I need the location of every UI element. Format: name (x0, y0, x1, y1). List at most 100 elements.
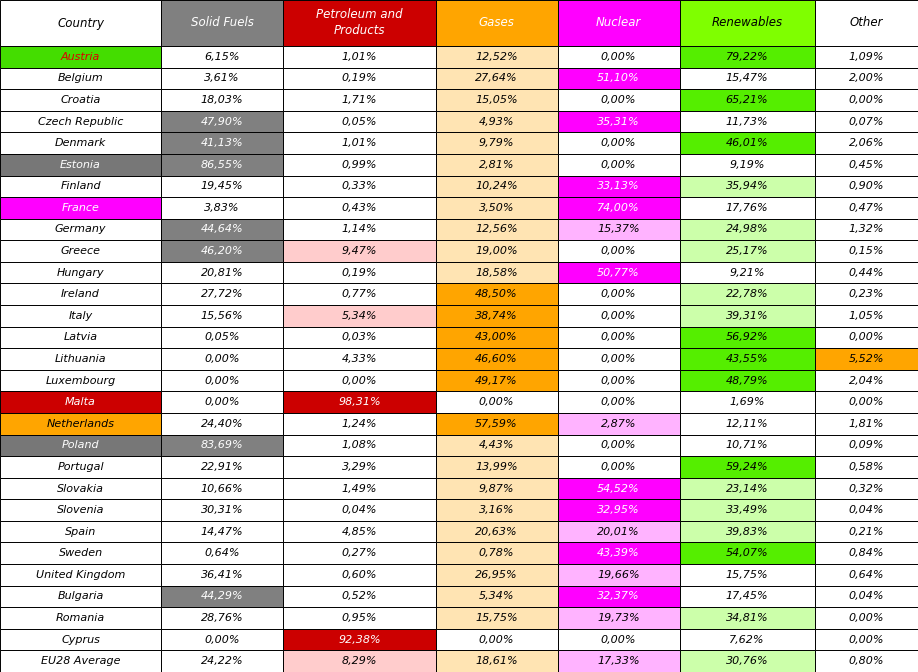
Bar (283, 0, 435, 46)
Text: 1,69%: 1,69% (729, 397, 765, 407)
Text: 0,15%: 0,15% (848, 246, 884, 256)
Bar (679, 650, 814, 672)
Bar (557, 413, 679, 435)
Bar (283, 197, 435, 218)
Text: 3,83%: 3,83% (205, 203, 240, 213)
Text: 1,24%: 1,24% (341, 419, 377, 429)
Text: 10,24%: 10,24% (476, 181, 518, 192)
Bar (162, 197, 283, 218)
Bar (679, 46, 814, 68)
Text: 19,00%: 19,00% (476, 246, 518, 256)
Bar (162, 348, 283, 370)
Text: Nuclear: Nuclear (596, 17, 641, 30)
Text: 43,00%: 43,00% (476, 333, 518, 343)
Text: 2,04%: 2,04% (848, 376, 884, 386)
Text: 32,95%: 32,95% (598, 505, 640, 515)
Text: 20,63%: 20,63% (476, 527, 518, 537)
Bar (814, 564, 918, 586)
Bar (814, 391, 918, 413)
Bar (283, 456, 435, 478)
Bar (814, 413, 918, 435)
Text: 1,71%: 1,71% (341, 95, 377, 105)
Bar (557, 542, 679, 564)
Text: 6,15%: 6,15% (205, 52, 240, 62)
Text: 0,00%: 0,00% (341, 376, 377, 386)
Text: 0,19%: 0,19% (341, 267, 377, 278)
Text: 44,64%: 44,64% (201, 224, 243, 235)
Bar (679, 435, 814, 456)
Bar (557, 521, 679, 542)
Text: 22,91%: 22,91% (201, 462, 243, 472)
Bar (679, 197, 814, 218)
Bar (162, 456, 283, 478)
Text: 15,05%: 15,05% (476, 95, 518, 105)
Text: Malta: Malta (65, 397, 96, 407)
Bar (679, 607, 814, 629)
Text: Solid Fuels: Solid Fuels (191, 17, 253, 30)
Text: 54,07%: 54,07% (726, 548, 768, 558)
Text: 0,09%: 0,09% (848, 440, 884, 450)
Bar (283, 564, 435, 586)
Bar (283, 435, 435, 456)
Text: 0,00%: 0,00% (848, 397, 884, 407)
Bar (283, 413, 435, 435)
Bar (283, 650, 435, 672)
Text: 35,94%: 35,94% (726, 181, 768, 192)
Bar (814, 68, 918, 89)
Text: 54,52%: 54,52% (598, 484, 640, 493)
Bar (557, 46, 679, 68)
Bar (435, 175, 557, 197)
Text: 8,29%: 8,29% (341, 656, 377, 666)
Bar (557, 175, 679, 197)
Bar (0, 154, 162, 175)
Text: Spain: Spain (65, 527, 96, 537)
Bar (162, 218, 283, 241)
Bar (679, 262, 814, 284)
Bar (814, 327, 918, 348)
Text: 0,00%: 0,00% (479, 634, 514, 644)
Bar (814, 175, 918, 197)
Text: 0,77%: 0,77% (341, 289, 377, 299)
Text: 30,76%: 30,76% (726, 656, 768, 666)
Text: 41,13%: 41,13% (201, 138, 243, 148)
Bar (162, 564, 283, 586)
Text: Lithuania: Lithuania (55, 354, 106, 364)
Bar (283, 89, 435, 111)
Text: 12,52%: 12,52% (476, 52, 518, 62)
Bar (557, 218, 679, 241)
Bar (435, 586, 557, 607)
Text: 0,03%: 0,03% (341, 333, 377, 343)
Text: 1,01%: 1,01% (341, 52, 377, 62)
Bar (435, 607, 557, 629)
Bar (679, 370, 814, 391)
Text: 27,72%: 27,72% (201, 289, 243, 299)
Bar (557, 327, 679, 348)
Text: 22,78%: 22,78% (726, 289, 768, 299)
Bar (0, 413, 162, 435)
Bar (283, 327, 435, 348)
Text: 39,83%: 39,83% (726, 527, 768, 537)
Bar (679, 132, 814, 154)
Bar (814, 154, 918, 175)
Bar (283, 370, 435, 391)
Text: Finland: Finland (61, 181, 101, 192)
Text: 0,64%: 0,64% (205, 548, 240, 558)
Text: 59,24%: 59,24% (726, 462, 768, 472)
Text: 0,00%: 0,00% (600, 246, 636, 256)
Text: 0,84%: 0,84% (848, 548, 884, 558)
Text: 10,66%: 10,66% (201, 484, 243, 493)
Text: 15,37%: 15,37% (598, 224, 640, 235)
Text: 32,37%: 32,37% (598, 591, 640, 601)
Text: 0,00%: 0,00% (848, 613, 884, 623)
Bar (435, 0, 557, 46)
Bar (283, 262, 435, 284)
Bar (162, 241, 283, 262)
Text: 15,47%: 15,47% (726, 73, 768, 83)
Bar (557, 478, 679, 499)
Bar (435, 218, 557, 241)
Text: 0,90%: 0,90% (848, 181, 884, 192)
Text: 43,39%: 43,39% (598, 548, 640, 558)
Text: 65,21%: 65,21% (726, 95, 768, 105)
Text: 12,56%: 12,56% (476, 224, 518, 235)
Bar (0, 218, 162, 241)
